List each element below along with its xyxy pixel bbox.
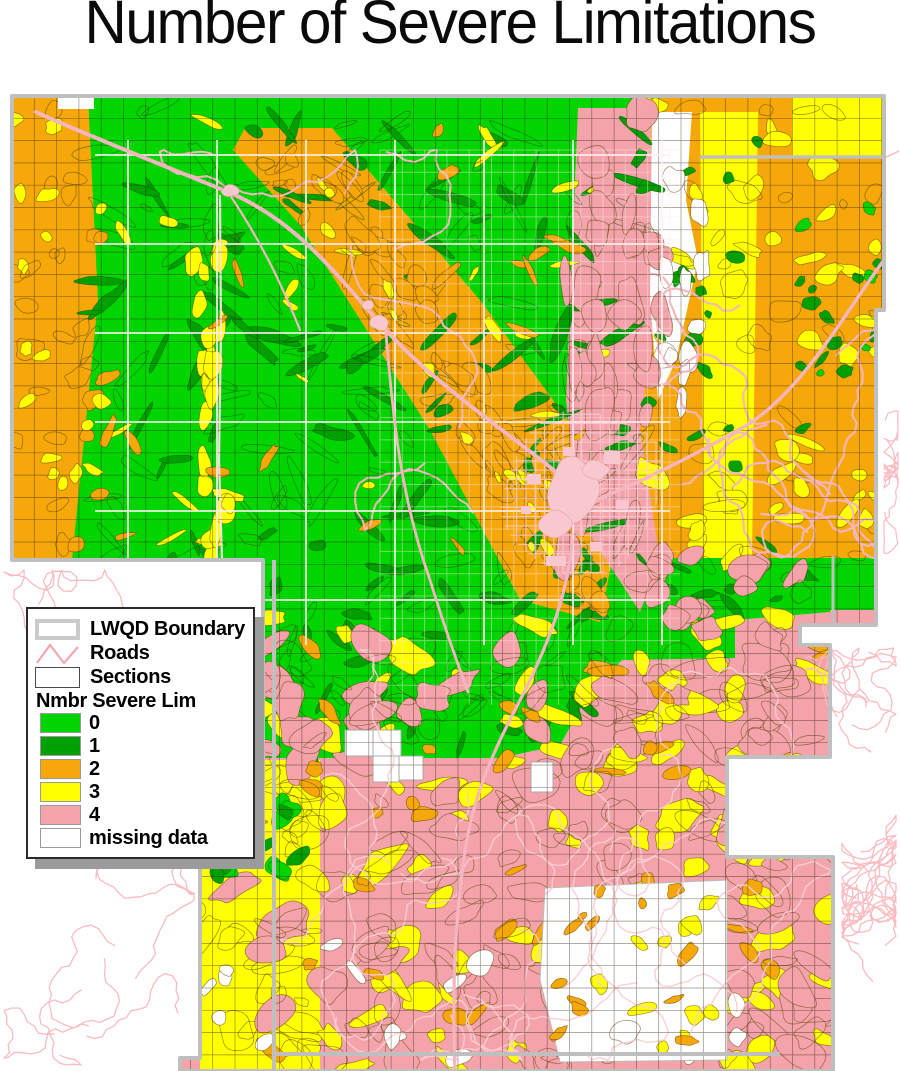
legend-class-row: missing data [35, 827, 249, 849]
class-1-swatch [40, 736, 81, 756]
legend-class-row: 4 [35, 804, 249, 826]
legend-class-row: 1 [35, 735, 249, 757]
class-2-label: 2 [89, 757, 100, 780]
class-3-label: 3 [89, 780, 100, 803]
class-2-swatch [40, 759, 81, 779]
legend-item-lwqd-boundary: LWQD Boundary [35, 617, 249, 641]
map-lwqd-boundary [10, 94, 886, 1071]
class-3-swatch [40, 782, 81, 802]
sections-swatch-icon [35, 666, 80, 688]
class-0-swatch [40, 713, 81, 733]
map-township-grid [95, 140, 680, 705]
legend: LWQD Boundary Roads Sections Nmbr Severe… [26, 607, 255, 859]
legend-label: LWQD Boundary [90, 617, 245, 640]
legend-item-roads: Roads [35, 641, 249, 665]
legend-label: Roads [90, 641, 150, 664]
map-urban-areas [220, 184, 628, 566]
roads-line-icon [36, 642, 79, 665]
missing-data-swatch [40, 828, 81, 848]
class-4-label: 4 [89, 803, 100, 826]
legend-label: Sections [90, 665, 171, 688]
missing-data-label: missing data [89, 826, 208, 849]
class-4-swatch [40, 805, 81, 825]
legend-class-row: 0 [35, 712, 249, 734]
legend-item-sections: Sections [35, 665, 249, 689]
legend-class-row: 2 [35, 758, 249, 780]
class-0-label: 0 [89, 711, 100, 734]
class-1-label: 1 [89, 734, 100, 757]
page-title: Number of Severe Limitations [84, 0, 816, 56]
legend-section-header: Nmbr Severe Lim [36, 690, 197, 712]
legend-class-row: 3 [35, 781, 249, 803]
map-roads [34, 110, 884, 1071]
lwqd-boundary-swatch-icon [35, 618, 80, 640]
